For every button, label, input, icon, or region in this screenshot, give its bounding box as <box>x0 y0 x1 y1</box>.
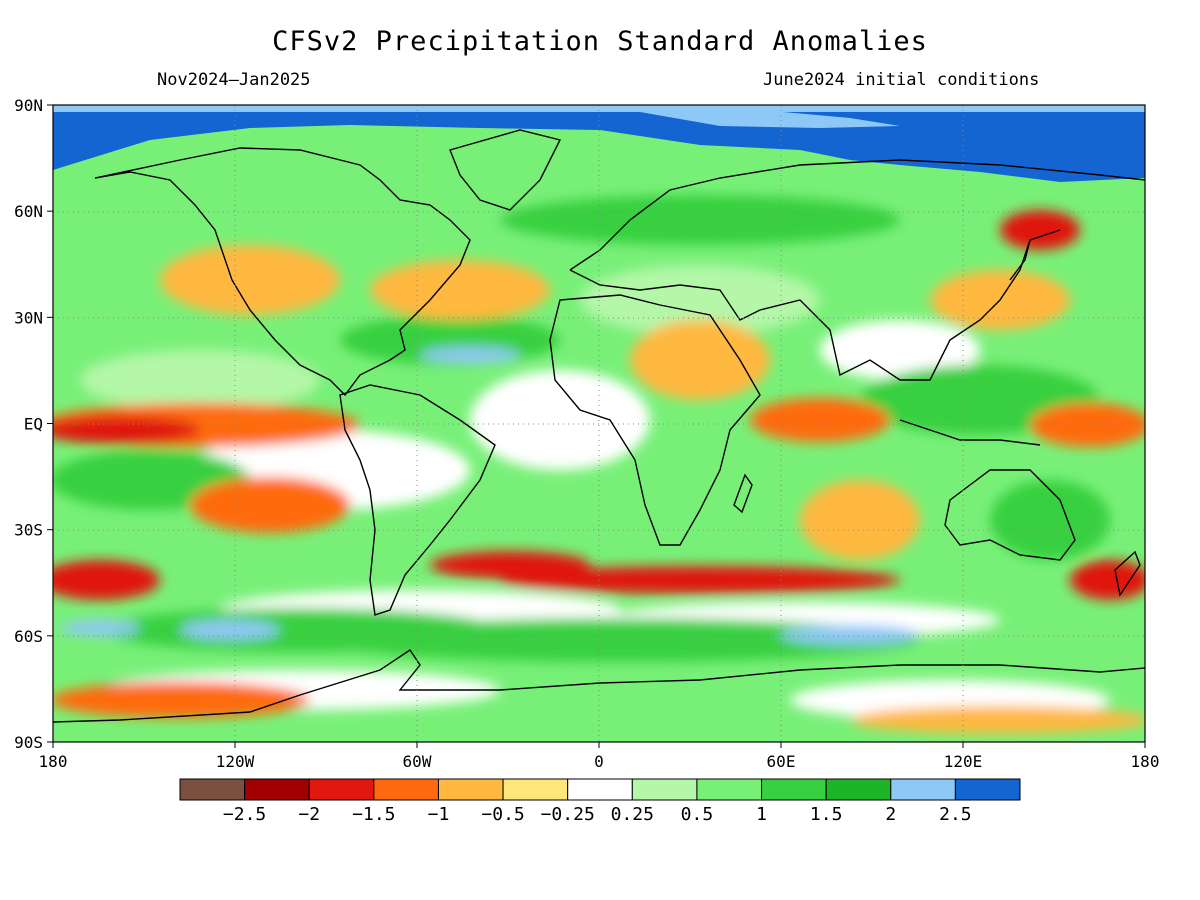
lat-tick-label: EQ <box>24 415 43 434</box>
lon-tick-label: 60E <box>767 752 796 771</box>
colorbar-swatch <box>244 778 310 801</box>
colorbar-swatch <box>631 778 698 801</box>
colorbar-swatch <box>373 778 439 801</box>
colorbar-label: 2 <box>885 804 896 825</box>
colorbar-label: 1.5 <box>810 804 843 825</box>
colorbar-swatch <box>567 778 633 801</box>
gridlines <box>53 105 1145 742</box>
coastlines <box>53 129 1145 723</box>
colorbar-swatch <box>954 778 1021 801</box>
colorbar-label: −1 <box>428 804 450 825</box>
colorbar-label: 0.5 <box>681 804 714 825</box>
lon-tick-label: 120W <box>216 752 255 771</box>
initial-conditions: June2024 initial conditions <box>763 70 1040 90</box>
lat-tick-label: 30S <box>14 521 43 540</box>
chart-title: CFSv2 Precipitation Standard Anomalies <box>272 26 928 57</box>
colorbar-swatch <box>825 778 892 801</box>
lon-tick-label: 60W <box>403 752 432 771</box>
valid-period: Nov2024–Jan2025 <box>157 70 311 90</box>
colorbar-label: −0.5 <box>481 804 524 825</box>
colorbar-swatch <box>179 778 246 801</box>
colorbar-swatch <box>502 778 569 801</box>
lat-tick-label: 60N <box>14 202 43 221</box>
colorbar-label: −2 <box>298 804 320 825</box>
colorbar-label: 1 <box>756 804 767 825</box>
colorbar-label: −0.25 <box>541 804 595 825</box>
lon-tick-label: 120E <box>944 752 983 771</box>
colorbar-label: 0.25 <box>611 804 654 825</box>
colorbar-swatch <box>696 778 763 801</box>
colorbar-label: 2.5 <box>939 804 972 825</box>
lat-tick-label: 90S <box>14 733 43 752</box>
colorbar-label: −2.5 <box>223 804 266 825</box>
lon-tick-label: 180 <box>1131 752 1160 771</box>
lat-tick-label: 30N <box>14 308 43 327</box>
colorbar-label: −1.5 <box>352 804 395 825</box>
lat-tick-label: 90N <box>14 96 43 115</box>
lon-tick-label: 0 <box>594 752 604 771</box>
lon-tick-label: 180 <box>39 752 68 771</box>
colorbar-swatch <box>761 778 827 801</box>
colorbar-swatch <box>308 778 375 801</box>
colorbar-swatch <box>437 778 504 801</box>
colorbar-swatch <box>890 778 956 801</box>
lat-tick-label: 60S <box>14 627 43 646</box>
colorbar: −2.5 −2 −1.5 −1 −0.5 −0.25 0.25 0.5 1 1.5 2 2.5 <box>179 778 1021 825</box>
